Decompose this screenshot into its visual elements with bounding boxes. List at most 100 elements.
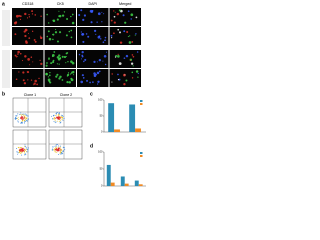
cell: [66, 75, 69, 77]
event: [19, 117, 21, 119]
cell: [18, 71, 20, 73]
cell: [56, 40, 59, 43]
event: [27, 147, 29, 149]
event: [53, 114, 55, 116]
cell: [39, 35, 41, 37]
event: [27, 116, 29, 118]
cell: [67, 72, 70, 74]
event: [62, 151, 64, 153]
cell: [70, 60, 73, 63]
cell: [128, 41, 132, 44]
cell: [15, 14, 19, 18]
cell: [17, 50, 20, 54]
event: [25, 149, 27, 151]
micrograph: [109, 27, 141, 45]
cell: [122, 14, 125, 17]
event: [51, 115, 53, 117]
cell: [93, 72, 96, 75]
cell: [71, 70, 75, 74]
cell: [97, 80, 100, 83]
cell: [52, 33, 54, 35]
event: [55, 145, 57, 147]
bar: [106, 164, 111, 186]
cell: [105, 51, 107, 53]
event: [15, 118, 16, 120]
cell: [127, 36, 129, 38]
event: [58, 117, 60, 118]
flow-plot: [12, 97, 47, 128]
event: [25, 113, 27, 115]
cell: [81, 51, 84, 54]
cell: [31, 13, 34, 15]
cell: [96, 71, 100, 75]
cell: [95, 73, 98, 76]
micrograph: [77, 69, 109, 87]
cell: [118, 9, 121, 12]
flow-plot: [48, 97, 83, 128]
event: [57, 149, 59, 151]
event: [17, 121, 19, 123]
cell: [132, 65, 134, 67]
cell: [65, 62, 67, 64]
cell: [103, 13, 105, 15]
event: [58, 116, 60, 118]
event: [56, 146, 58, 148]
event: [56, 112, 58, 114]
cell: [93, 60, 96, 64]
cell: [14, 33, 17, 36]
event: [58, 146, 60, 148]
event: [25, 120, 26, 122]
event: [54, 120, 56, 122]
row-group: [2, 10, 10, 46]
cell: [47, 22, 50, 24]
event: [15, 115, 17, 117]
cell: [81, 58, 83, 60]
event: [59, 150, 61, 151]
cell: [48, 37, 52, 41]
cell: [117, 79, 120, 81]
event: [23, 114, 24, 116]
event: [21, 154, 23, 156]
cell: [118, 62, 122, 65]
event: [61, 118, 63, 120]
column-header: Merged: [119, 2, 131, 6]
event: [57, 117, 59, 119]
cell: [58, 54, 61, 57]
cell: [26, 71, 28, 73]
cell: [130, 18, 132, 20]
micrograph: [77, 50, 109, 68]
event: [24, 117, 26, 119]
event: [20, 113, 22, 115]
cell: [31, 30, 34, 33]
cell: [69, 73, 72, 75]
event: [54, 150, 56, 152]
cell: [14, 54, 17, 57]
cell: [34, 40, 37, 43]
bar: [138, 184, 143, 186]
event: [55, 149, 57, 151]
cell: [56, 73, 59, 76]
cell: [38, 77, 40, 80]
event: [64, 149, 66, 151]
cell: [110, 19, 113, 22]
cell: [66, 81, 69, 84]
cell: [90, 21, 93, 24]
cell: [58, 31, 62, 34]
event: [53, 148, 55, 150]
cell: [17, 53, 19, 55]
cell: [115, 54, 118, 57]
event: [58, 112, 60, 114]
cell: [56, 18, 59, 21]
cell: [101, 21, 103, 23]
event: [62, 153, 64, 155]
y-tick-label: 50: [100, 114, 103, 118]
event: [22, 116, 24, 118]
cell: [80, 80, 84, 84]
cell: [33, 39, 36, 41]
event: [20, 149, 22, 151]
cell: [71, 21, 75, 25]
bar: [108, 103, 115, 132]
cell: [72, 74, 75, 76]
column-header: Clone 2: [60, 93, 72, 97]
event: [63, 146, 65, 148]
